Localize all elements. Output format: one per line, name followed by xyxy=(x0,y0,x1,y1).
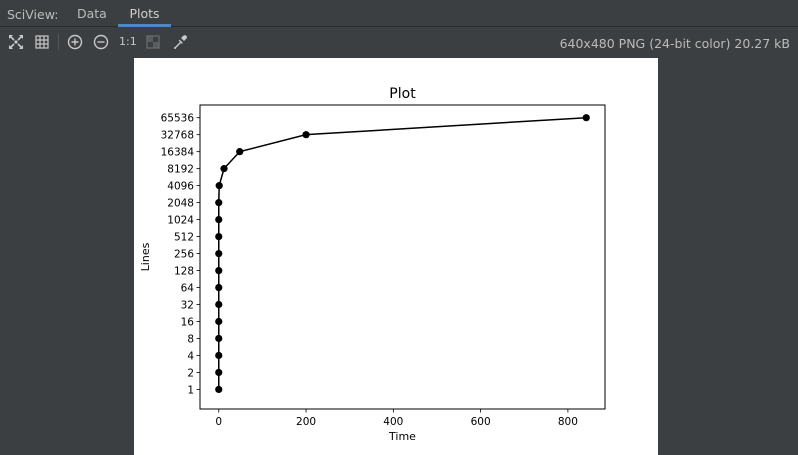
y-tick-label: 256 xyxy=(174,249,194,261)
data-point xyxy=(215,368,223,377)
series-line xyxy=(218,116,587,390)
y-tick-label: 32768 xyxy=(161,130,194,142)
x-tick-label: 0 xyxy=(215,416,222,428)
data-point xyxy=(215,199,223,207)
y-tick-label: 8 xyxy=(187,333,194,345)
y-tick-label: 16384 xyxy=(161,147,195,159)
actual-size-icon[interactable]: 1:1 xyxy=(119,35,137,48)
data-point xyxy=(220,165,228,173)
line-chart: Plot 1 2 4 8 16 32 64 128 256 512 1024 2048 4096 8192… xyxy=(139,86,606,443)
data-point xyxy=(215,334,223,343)
data-point xyxy=(215,300,223,309)
data-point xyxy=(236,148,244,156)
x-tick-label: 400 xyxy=(383,416,403,428)
plot-frame xyxy=(199,104,606,410)
color-picker-icon[interactable] xyxy=(171,33,189,51)
chessboard-icon[interactable] xyxy=(144,33,162,51)
data-point xyxy=(215,266,223,275)
y-tick-label: 2048 xyxy=(167,198,194,210)
y-tick-label: 16 xyxy=(181,316,195,328)
tab-data[interactable]: Data xyxy=(77,6,107,21)
y-axis: 1 2 4 8 16 32 64 128 256 512 1024 2048 4096 8192 16384… xyxy=(161,113,200,396)
data-point xyxy=(215,182,223,190)
zoom-out-icon[interactable] xyxy=(92,33,110,51)
y-tick-label: 32 xyxy=(181,300,194,312)
zoom-in-icon[interactable] xyxy=(66,33,84,51)
y-tick-label: 65536 xyxy=(161,113,195,125)
data-point xyxy=(215,317,223,326)
series-markers xyxy=(215,114,590,394)
data-point xyxy=(215,215,223,224)
data-point xyxy=(215,232,223,241)
y-axis-label: Lines xyxy=(139,242,152,271)
data-point xyxy=(215,351,223,360)
fit-icon[interactable] xyxy=(7,33,25,51)
image-info-label: 640x480 PNG (24-bit color) 20.27 kB xyxy=(559,36,790,51)
data-point xyxy=(215,385,223,394)
x-tick-label: 200 xyxy=(296,416,316,428)
plot-toolbar: 1:1 640x480 PNG (24-bit color) 20.27 kB xyxy=(0,28,798,56)
y-tick-label: 4 xyxy=(187,350,194,362)
chart-title: Plot xyxy=(389,86,416,102)
data-point xyxy=(302,131,310,139)
y-tick-label: 4096 xyxy=(167,181,194,193)
y-tick-label: 2 xyxy=(187,367,194,379)
tool-window-title: SciView: xyxy=(7,7,59,22)
x-axis-label: Time xyxy=(388,430,416,443)
y-tick-label: 64 xyxy=(181,283,195,295)
data-point xyxy=(215,249,223,258)
tab-plots[interactable]: Plots xyxy=(118,0,171,27)
grid-icon[interactable] xyxy=(33,33,51,51)
y-tick-label: 128 xyxy=(174,266,194,278)
y-tick-label: 1024 xyxy=(167,215,194,227)
toolbar-separator xyxy=(58,34,59,50)
y-tick-label: 1 xyxy=(187,384,194,396)
y-tick-label: 8192 xyxy=(167,164,194,176)
y-tick-label: 512 xyxy=(174,232,194,244)
plot-image: Plot 1 2 4 8 16 32 64 128 256 512 1024 2048 4096 8192… xyxy=(134,58,658,455)
data-point xyxy=(215,283,223,292)
tab-bar: SciView: Data Plots xyxy=(0,0,798,27)
x-tick-label: 800 xyxy=(558,416,578,428)
x-axis: 0 200 400 600 800 xyxy=(215,409,578,428)
data-point xyxy=(582,114,590,122)
x-tick-label: 600 xyxy=(471,416,491,428)
